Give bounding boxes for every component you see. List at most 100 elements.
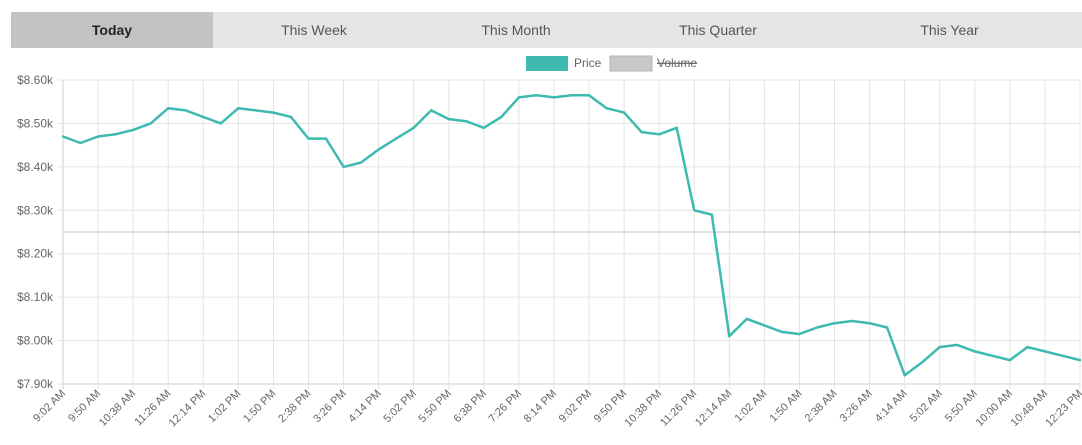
price-point (447, 117, 450, 121)
price-point (359, 161, 363, 164)
price-point (675, 126, 678, 129)
price-point (237, 107, 240, 110)
price-point (1043, 350, 1047, 353)
x-tick-label: 12:14 AM (693, 388, 734, 429)
y-tick-label: $7.90k (17, 377, 54, 391)
x-tick-label: 4:14 PM (346, 388, 383, 425)
price-point (131, 128, 135, 132)
chart-grid (58, 79, 1081, 389)
price-point (535, 94, 538, 97)
x-tick-label: 5:02 PM (381, 388, 418, 425)
price-point (96, 135, 100, 138)
price-point (272, 111, 275, 114)
legend-volume-swatch[interactable] (609, 55, 653, 72)
price-point (254, 109, 258, 112)
x-tick-label: 11:26 PM (658, 388, 699, 429)
price-point (465, 120, 468, 123)
price-point (184, 109, 187, 112)
legend-price-swatch[interactable] (526, 56, 568, 71)
y-tick-label: $8.40k (17, 160, 54, 174)
price-point (885, 326, 889, 329)
price-point (693, 209, 696, 212)
price-point (938, 345, 941, 349)
price-point (640, 130, 643, 134)
x-tick-label: 3:26 AM (838, 388, 875, 425)
y-tick-label: $8.10k (17, 290, 54, 304)
price-point (202, 115, 205, 119)
tab-today[interactable]: Today (11, 12, 213, 48)
x-tick-label: 1:02 PM (206, 388, 243, 425)
x-tick-label: 1:50 AM (768, 388, 805, 425)
x-tick-label: 9:02 PM (557, 388, 594, 425)
price-point (868, 322, 871, 325)
y-tick-label: $8.30k (17, 203, 54, 217)
price-point (570, 94, 573, 97)
price-point (1008, 358, 1012, 362)
price-point (552, 96, 556, 99)
x-tick-label: 10:38 AM (97, 388, 138, 429)
tab-this-month[interactable]: This Month (481, 22, 551, 38)
price-point (587, 94, 591, 97)
tab-this-week[interactable]: This Week (281, 22, 347, 38)
x-tick-label: 5:50 PM (416, 388, 453, 425)
x-tick-label: 12:14 PM (167, 388, 209, 430)
price-point (307, 137, 310, 140)
x-tick-label: 4:14 AM (873, 388, 910, 425)
x-tick-label: 1:02 AM (732, 388, 769, 425)
tab-this-quarter[interactable]: This Quarter (679, 22, 757, 38)
price-point (482, 126, 486, 129)
x-tick-label: 12:23 PM (1043, 388, 1082, 430)
price-point (79, 141, 82, 145)
legend-price-label[interactable]: Price (574, 56, 602, 70)
price-point (1026, 345, 1029, 349)
price-point (973, 350, 976, 353)
time-range-tabs: Today This Week This Month This Quarter … (11, 12, 1082, 48)
price-point (167, 107, 170, 110)
price-point (1078, 358, 1082, 362)
x-tick-label: 2:38 AM (803, 388, 840, 425)
x-tick-label: 9:02 AM (31, 388, 68, 425)
price-point (377, 148, 380, 151)
price-point (903, 374, 906, 377)
y-tick-label: $8.20k (17, 247, 54, 261)
price-point (798, 332, 801, 336)
price-point (763, 324, 766, 327)
x-tick-label: 10:00 AM (974, 388, 1015, 429)
y-tick-label: $8.00k (17, 334, 54, 348)
price-point (710, 213, 713, 216)
tab-this-year[interactable]: This Year (920, 22, 979, 38)
chart-legend: Price Volume (526, 55, 697, 72)
price-point (324, 137, 328, 140)
x-tick-label: 8:14 PM (522, 388, 559, 425)
price-point (920, 361, 924, 364)
x-tick-label: 5:02 AM (908, 388, 945, 425)
price-point (61, 135, 65, 138)
price-point (780, 330, 784, 334)
price-point (342, 165, 345, 169)
price-point (1061, 354, 1064, 357)
price-point (728, 335, 731, 338)
price-point (956, 343, 959, 347)
price-point (219, 122, 223, 125)
y-tick-label: $8.50k (17, 116, 54, 130)
series-layer (61, 93, 1082, 377)
x-tick-label: 7:26 PM (487, 388, 524, 425)
price-point (657, 133, 661, 136)
price-point (622, 111, 626, 114)
price-point (394, 137, 398, 140)
legend-volume-label[interactable]: Volume (657, 56, 697, 70)
price-point (745, 317, 749, 321)
price-point (605, 107, 608, 110)
y-tick-label: $8.60k (17, 73, 54, 87)
price-series-line (62, 93, 1081, 377)
price-point (850, 319, 854, 323)
x-tick-label: 10:38 PM (623, 388, 665, 430)
x-tick-label: 3:26 PM (311, 388, 348, 425)
x-tick-label: 1:50 PM (241, 388, 278, 425)
x-tick-label: 2:38 PM (276, 388, 313, 425)
price-point (149, 122, 152, 125)
price-point (412, 126, 415, 129)
price-point (114, 133, 117, 136)
price-point (833, 322, 836, 325)
